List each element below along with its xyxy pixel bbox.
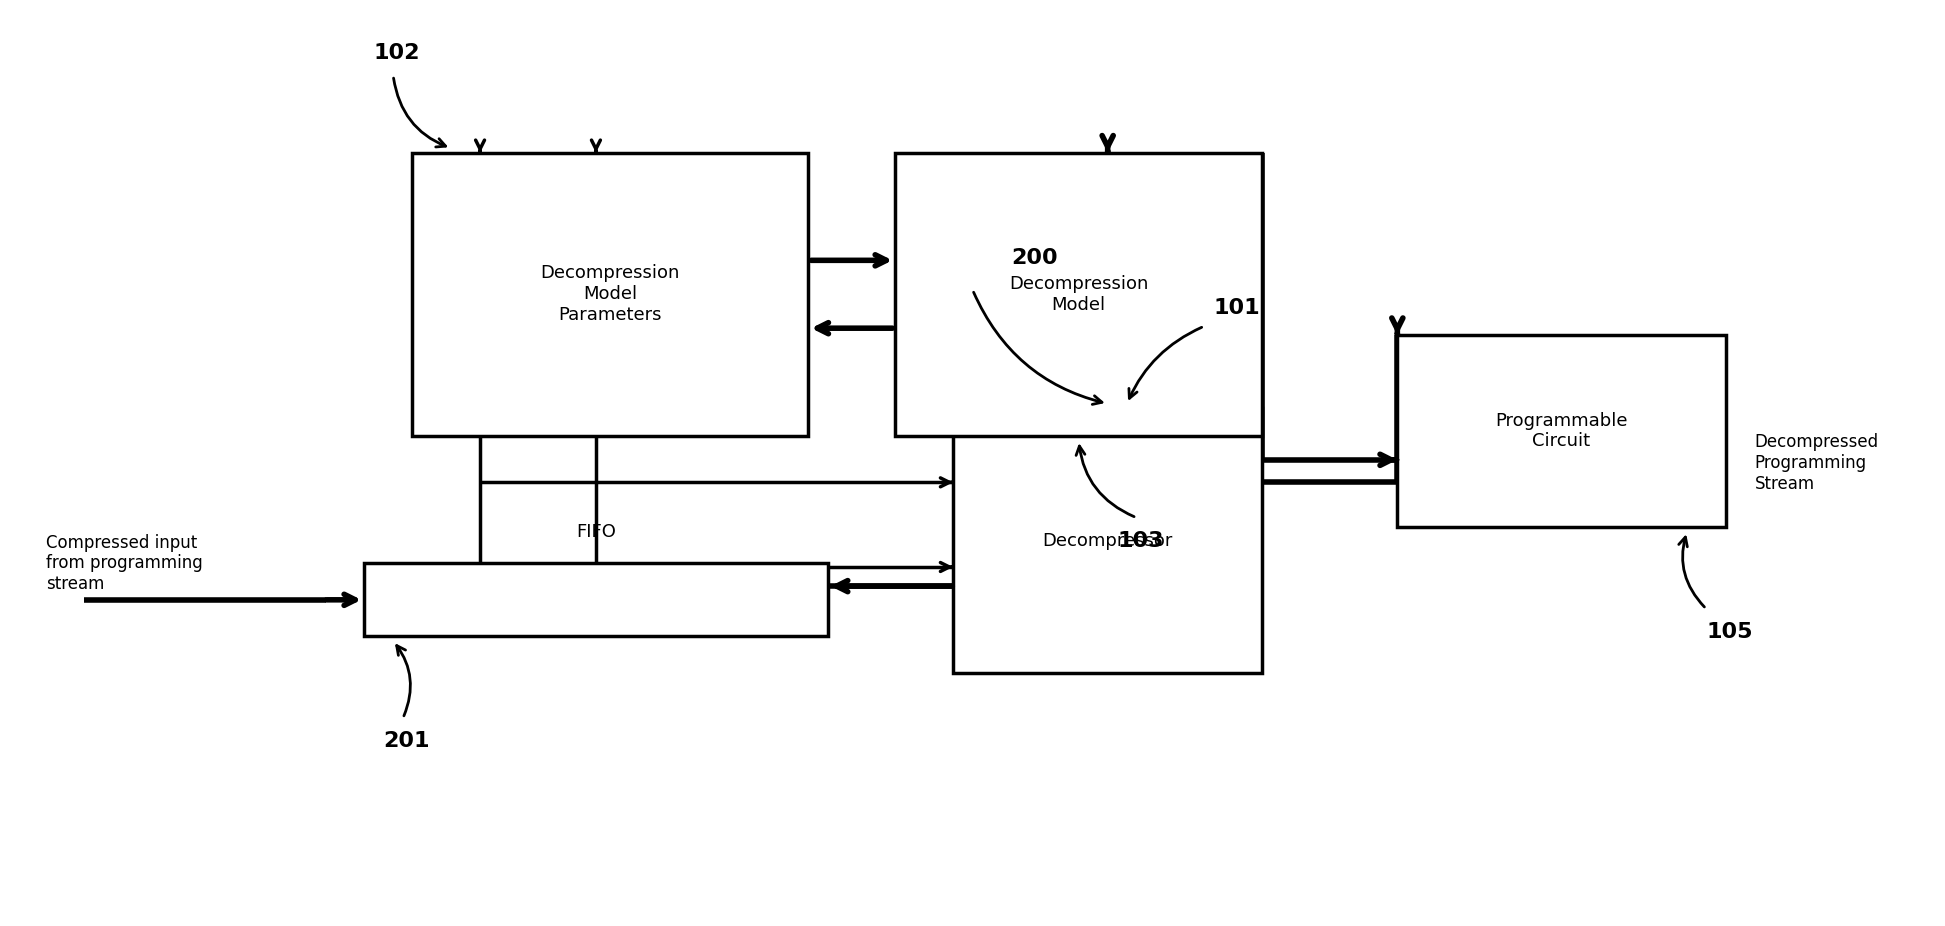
Text: 105: 105 — [1706, 621, 1752, 642]
Text: Compressed input
from programming
stream: Compressed input from programming stream — [45, 533, 202, 594]
Bar — [364, 563, 829, 636]
Text: 103: 103 — [1116, 531, 1163, 551]
Text: Programmable
Circuit: Programmable Circuit — [1496, 412, 1628, 450]
Text: Decompressed
Programming
Stream: Decompressed Programming Stream — [1754, 433, 1879, 493]
Text: FIFO: FIFO — [576, 522, 617, 541]
Text: 200: 200 — [1011, 248, 1058, 268]
Text: 101: 101 — [1214, 298, 1260, 318]
Text: Decompression
Model: Decompression Model — [1009, 275, 1148, 314]
Bar — [953, 408, 1262, 673]
Bar — [412, 153, 809, 435]
Text: Decompression
Model
Parameters: Decompression Model Parameters — [541, 265, 681, 324]
Text: 201: 201 — [383, 732, 430, 751]
Bar — [895, 153, 1262, 435]
Text: Decompressor: Decompressor — [1043, 532, 1173, 549]
Bar — [1397, 335, 1725, 527]
Text: 102: 102 — [373, 43, 420, 63]
